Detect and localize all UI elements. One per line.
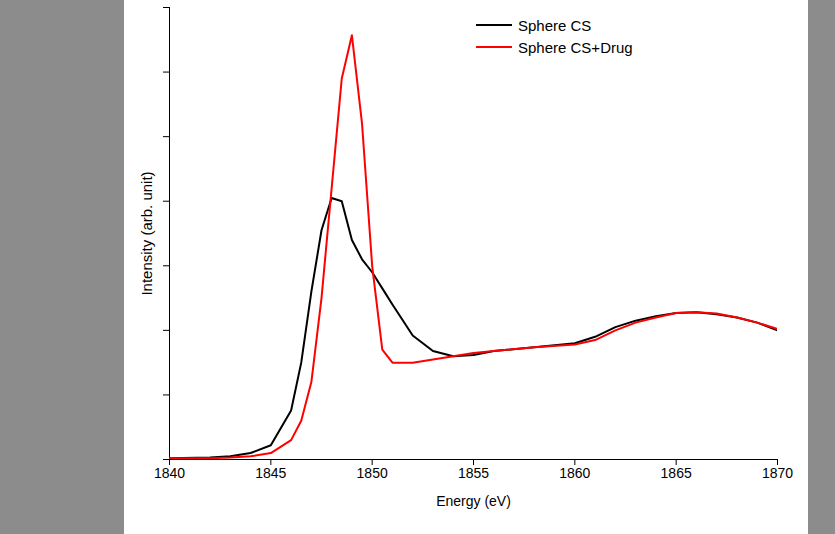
svg-text:1840: 1840 <box>154 465 185 481</box>
html-text:Sphere CS: Sphere CS <box>518 16 592 34</box>
svg-text:1870: 1870 <box>762 465 793 481</box>
svg-text:1845: 1845 <box>255 465 286 481</box>
svg-text:1860: 1860 <box>559 465 590 481</box>
svg-text:Energy (eV): Energy (eV) <box>436 493 511 509</box>
svg-text:Intensity (arb. unit): Intensity (arb. unit) <box>138 171 155 295</box>
svg-text:1865: 1865 <box>661 465 692 481</box>
svg-text:1855: 1855 <box>458 465 489 481</box>
svg-text:1850: 1850 <box>357 465 388 481</box>
html-text:Sphere CS+Drug: Sphere CS+Drug <box>518 38 633 56</box>
